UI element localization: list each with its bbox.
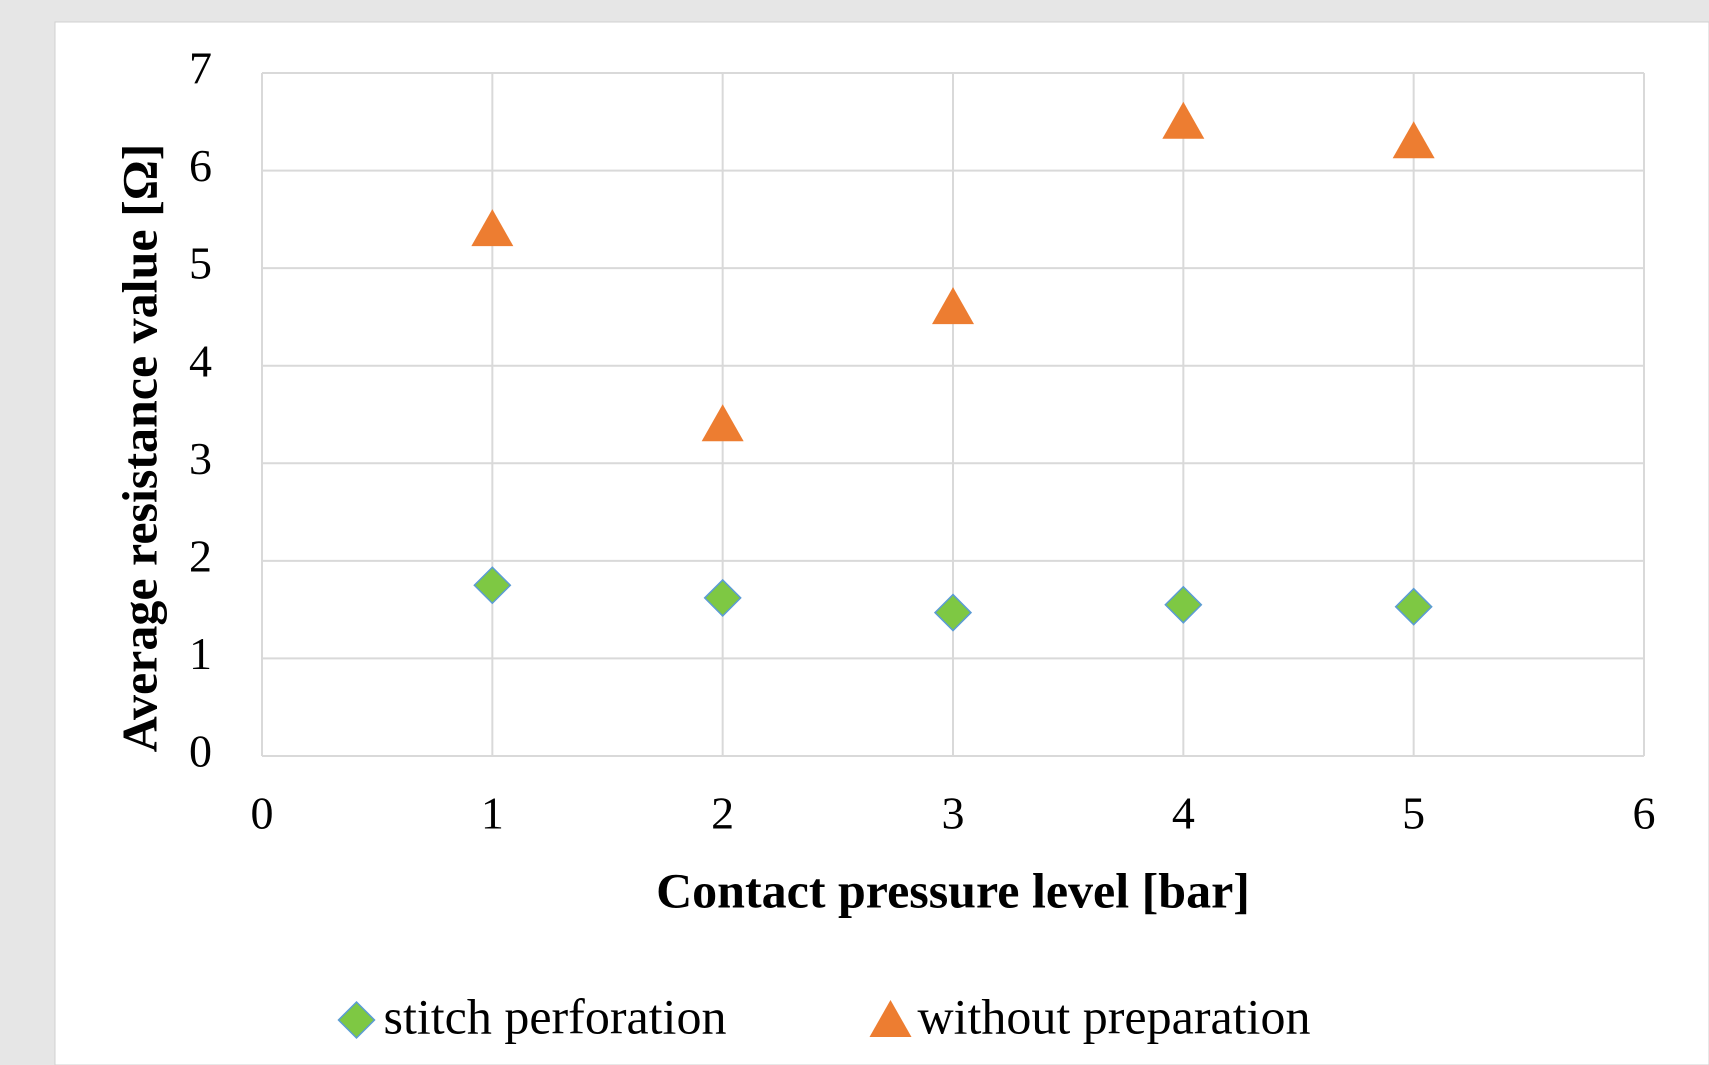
y-tick-label: 7 [189, 43, 212, 94]
diamond-marker [703, 578, 742, 617]
chart-panel [54, 21, 1709, 1065]
diamond-marker [1164, 585, 1203, 624]
legend-label: stitch perforation [384, 988, 727, 1044]
y-tick-label: 0 [189, 726, 212, 777]
x-tick-label: 4 [1172, 788, 1195, 839]
diamond-marker [1394, 587, 1433, 626]
y-tick-label: 2 [189, 530, 212, 581]
diamond-marker [473, 566, 512, 605]
triangle-marker [471, 209, 514, 247]
y-tick-label: 4 [189, 335, 212, 386]
legend-swatch [869, 1000, 912, 1037]
triangle-marker [1162, 101, 1205, 139]
x-tick-label: 5 [1402, 788, 1425, 839]
legend-swatch [337, 1000, 376, 1040]
y-tick-label: 3 [189, 433, 212, 484]
legend-label: without preparation [918, 988, 1311, 1044]
x-tick-label: 2 [711, 788, 734, 839]
triangle-marker [932, 287, 974, 325]
x-tick-label: 1 [481, 788, 504, 839]
diamond-marker [933, 593, 973, 632]
x-tick-label: 3 [942, 788, 965, 839]
y-tick-label: 1 [189, 628, 212, 679]
x-tick-label: 0 [251, 788, 274, 839]
x-tick-label: 6 [1633, 788, 1656, 839]
y-axis-title: Average resistance value [Ω] [111, 144, 167, 753]
triangle-marker [1392, 121, 1435, 159]
triangle-marker [701, 404, 744, 442]
y-tick-label: 6 [189, 140, 212, 191]
y-tick-label: 5 [189, 238, 212, 289]
x-axis-title: Contact pressure level [bar] [656, 862, 1250, 918]
